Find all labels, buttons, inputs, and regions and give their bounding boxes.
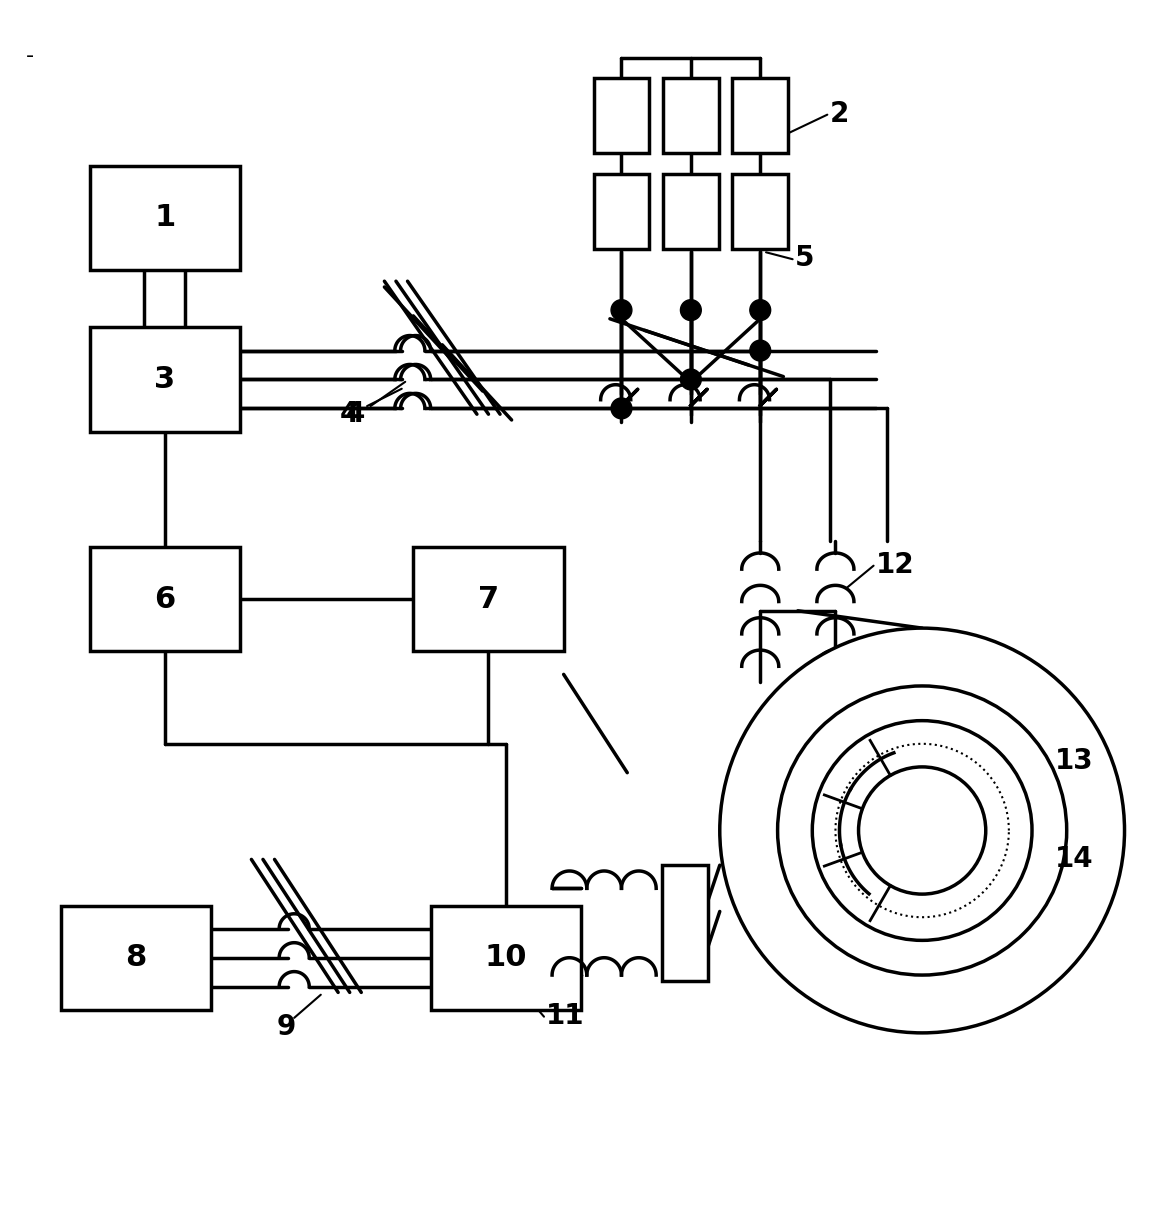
Text: 3: 3 (155, 365, 175, 394)
Bar (594, 174, 650, 249)
Circle shape (812, 721, 1032, 940)
Circle shape (681, 300, 702, 321)
Bar (414, 547, 564, 651)
Bar (431, 905, 581, 1010)
Bar (662, 865, 708, 981)
Circle shape (681, 369, 702, 390)
Text: 12: 12 (876, 551, 914, 578)
Text: 13: 13 (1055, 747, 1093, 776)
Text: 14: 14 (1055, 846, 1093, 874)
Text: 6: 6 (155, 584, 175, 613)
Text: 8: 8 (125, 944, 146, 972)
Text: 4: 4 (346, 401, 365, 428)
Bar (89, 166, 239, 270)
Text: 1: 1 (155, 203, 175, 232)
Text: -: - (26, 46, 34, 65)
Circle shape (859, 767, 985, 894)
Text: 4: 4 (340, 401, 359, 428)
Circle shape (749, 300, 770, 321)
Text: 7: 7 (478, 584, 498, 613)
Circle shape (611, 398, 632, 419)
Bar (732, 79, 788, 154)
Circle shape (777, 686, 1067, 975)
Circle shape (719, 628, 1125, 1033)
Text: 10: 10 (485, 944, 528, 972)
Text: 5: 5 (795, 244, 815, 272)
Bar (89, 547, 239, 651)
Text: 9: 9 (277, 1013, 296, 1041)
Circle shape (749, 340, 770, 361)
Circle shape (611, 300, 632, 321)
Bar (89, 328, 239, 432)
Bar (664, 79, 718, 154)
Bar (664, 174, 718, 249)
Bar (594, 79, 650, 154)
Text: 11: 11 (546, 1002, 584, 1030)
Bar (60, 905, 211, 1010)
Bar (732, 174, 788, 249)
Text: 2: 2 (830, 99, 849, 127)
